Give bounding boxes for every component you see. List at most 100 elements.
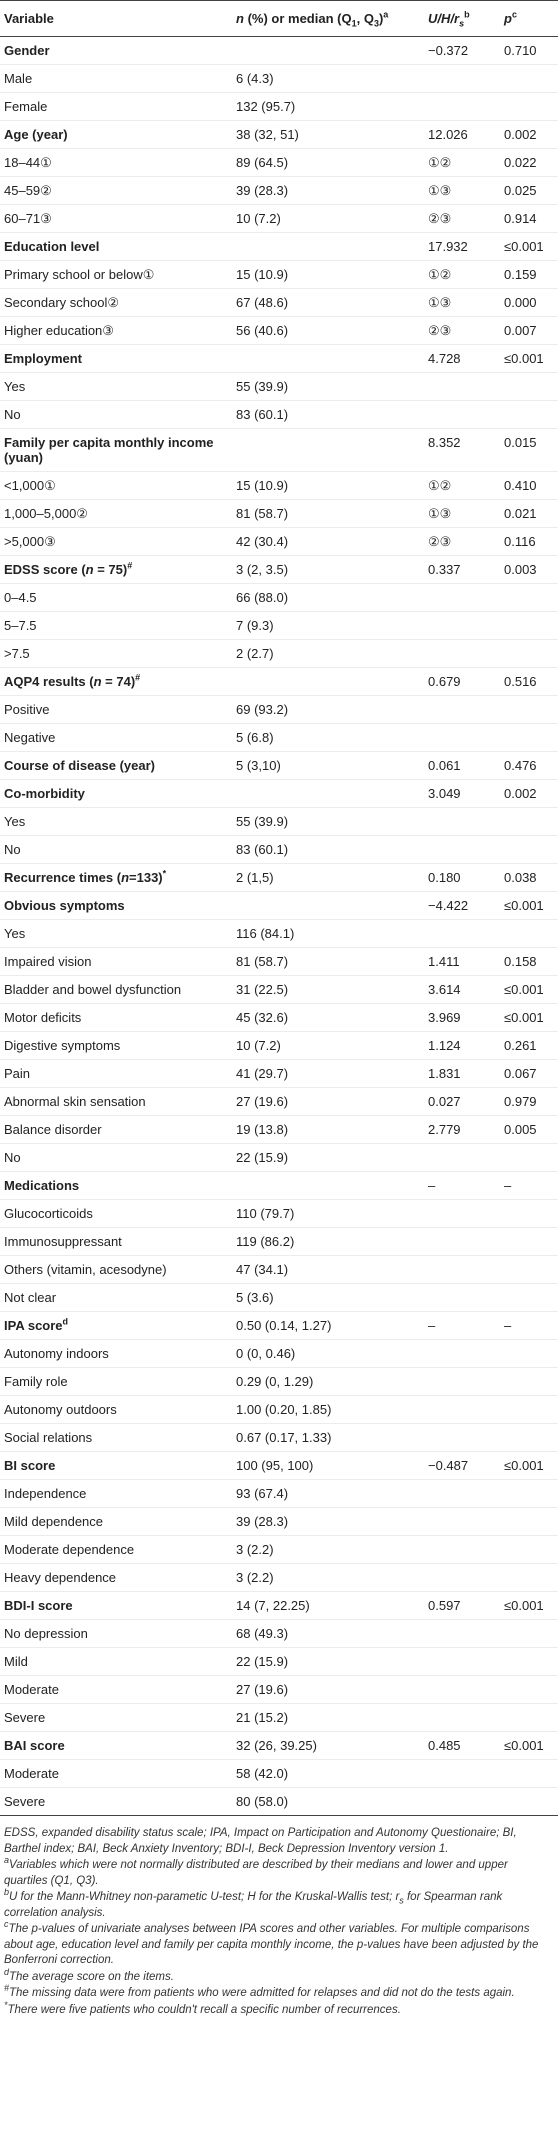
table-cell: 15 (10.9) [232,471,424,500]
table-cell: Age (year) [0,120,232,149]
text: # [4,1983,10,1994]
text: 3.614 [428,982,461,997]
table-row: BDI-I score 14 (7, 22.25) 0.597 ≤0.001 [0,1591,558,1620]
text: – [428,1178,436,1193]
table-cell: 0.022 [500,148,558,177]
table-row: Moderate 27 (19.6) [0,1675,558,1704]
text: 3 (2.2) [236,1570,274,1585]
table-cell: Secondary school② [0,288,232,317]
text: b [464,9,470,20]
text: 0.061 [428,758,461,773]
table-cell: 0.002 [500,779,558,808]
text: 56 (40.6) [236,323,289,338]
table-cell: Positive [0,695,232,724]
text: – [428,1318,436,1333]
text: 0.003 [504,562,537,577]
table-row: Family per capita monthly income (yuan) 8… [0,428,558,472]
table-cell: −0.487 [424,1451,500,1480]
text: Primary school or below① [4,267,155,282]
table-cell [500,807,558,836]
table-cell [500,1647,558,1676]
table-row: Balance disorder 19 (13.8) 2.779 0.005 [0,1115,558,1144]
table-row: Others (vitamin, acesodyne) 47 (34.1) [0,1255,558,1284]
table-row: Not clear 5 (3.6) [0,1283,558,1312]
footnotes: EDSS, expanded disability status scale; … [0,1816,558,2018]
table-cell: 2 (1,5) [232,863,424,892]
table-cell: Others (vitamin, acesodyne) [0,1255,232,1284]
table-cell: Male [0,64,232,93]
header-row: Variable n (%) or median (Q1, Q3)a U/H/rsb… [0,0,558,37]
text: Motor deficits [4,1010,82,1025]
text: 58 (42.0) [236,1766,289,1781]
table-cell: 5–7.5 [0,611,232,640]
text: U for the Mann-Whitney non-parametic U-t… [9,1891,400,1903]
text: 19 (13.8) [236,1122,289,1137]
table-cell: – [500,1171,558,1200]
table-cell: 12.026 [424,120,500,149]
table-cell: 14 (7, 22.25) [232,1591,424,1620]
table-row: Co-morbidity 3.049 0.002 [0,779,558,808]
table-cell [500,1619,558,1648]
table-cell [232,1171,424,1200]
table-row: 45–59② 39 (28.3) ①③ 0.025 [0,176,558,205]
table-cell: −4.422 [424,891,500,920]
table-cell: 0.979 [500,1087,558,1116]
text: 3.049 [428,786,461,801]
table-cell: 0.50 (0.14, 1.27) [232,1311,424,1340]
table-row: Glucocorticoids 110 (79.7) [0,1199,558,1228]
table-row: BAI score 32 (26, 39.25) 0.485 ≤0.001 [0,1731,558,1760]
table-cell: 6 (4.3) [232,64,424,93]
table-cell: Mild [0,1647,232,1676]
table-cell [424,807,500,836]
footnote: #The missing data were from patients who… [4,1983,554,2002]
text: 4.728 [428,351,461,366]
text: No [4,407,21,422]
page: Variable n (%) or median (Q1, Q3)a U/H/rsb… [0,0,558,2018]
text: The missing data were from patients who … [9,1987,515,1999]
table-cell: 0.000 [500,288,558,317]
text: BAI score [4,1738,65,1753]
table-cell: ②③ [424,316,500,345]
table-cell: Social relations [0,1423,232,1452]
data-table: Variable n (%) or median (Q1, Q3)a U/H/rsb… [0,0,558,1816]
table-row: Recurrence times (n=133)* 2 (1,5) 0.180 0.0… [0,863,558,892]
text: ②③ [428,534,452,549]
table-row: Severe 80 (58.0) [0,1787,558,1816]
table-row: 60–71③ 10 (7.2) ②③ 0.914 [0,204,558,233]
table-cell: Glucocorticoids [0,1199,232,1228]
table-row: 0–4.5 66 (88.0) [0,583,558,612]
text: ①② [428,155,452,170]
table-cell: Heavy dependence [0,1563,232,1592]
text: 42 (30.4) [236,534,289,549]
table-cell [424,1563,500,1592]
text: 0.979 [504,1094,537,1109]
table-cell [424,1395,500,1424]
text: 14 (7, 22.25) [236,1598,310,1613]
text: 17.932 [428,239,468,254]
text: 0.516 [504,674,537,689]
text: a [383,9,389,20]
text: 41 (29.7) [236,1066,289,1081]
table-cell [500,639,558,668]
table-cell: 0.067 [500,1059,558,1088]
table-cell: 15 (10.9) [232,260,424,289]
table-cell: 18–44① [0,148,232,177]
table-cell: 0.914 [500,204,558,233]
text: EDSS, expanded disability status scale; … [4,1827,517,1855]
table-cell [424,1507,500,1536]
table-cell: 42 (30.4) [232,527,424,556]
text: U/H/r [428,11,460,26]
table-row: Severe 21 (15.2) [0,1703,558,1732]
table-cell [424,723,500,752]
table-cell: Co-morbidity [0,779,232,808]
table-cell: 22 (15.9) [232,1143,424,1172]
table-cell [500,1507,558,1536]
table-row: Pain 41 (29.7) 1.831 0.067 [0,1059,558,1088]
header-cell: n (%) or median (Q1, Q3)a [232,0,424,37]
table-cell: No [0,835,232,864]
text: 8.352 [428,435,461,450]
text: 12.026 [428,127,468,142]
table-row: Course of disease (year) 5 (3,10) 0.061 0.4… [0,751,558,780]
table-cell [500,1283,558,1312]
table-cell: 5 (3.6) [232,1283,424,1312]
